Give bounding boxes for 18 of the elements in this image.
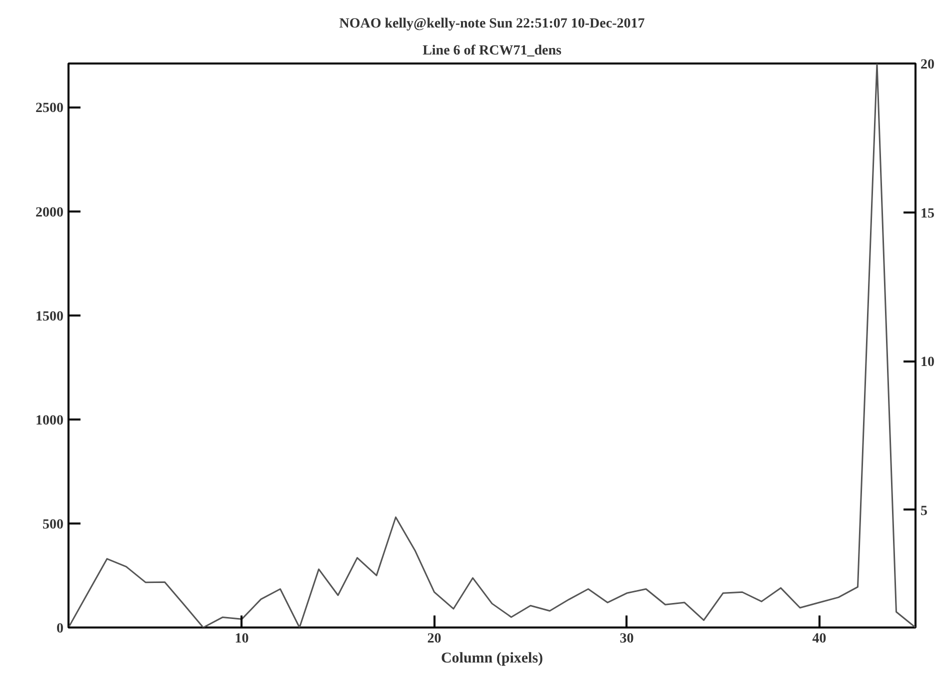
- y-tick-label: 0: [56, 622, 64, 636]
- x-axis-title: Column (pixels): [440, 650, 544, 666]
- y-tick-label: 2500: [36, 101, 64, 116]
- y-tick-label: 1000: [36, 413, 64, 428]
- line-series: [68, 64, 916, 628]
- y-tick-label: 2000: [36, 205, 64, 220]
- y2-tick-label: 20: [920, 58, 934, 72]
- y2-tick-label: 15: [920, 206, 934, 222]
- x-tick-label: 20: [427, 632, 442, 646]
- y-tick-label: 1500: [36, 309, 64, 324]
- chart-title: NOAO kelly@kelly-note Sun 22:51:07 10-Dec-2017: [339, 16, 645, 32]
- chart-subtitle: Line 6 of RCW71_dens: [422, 44, 562, 58]
- x-tick-label: 40: [812, 632, 826, 646]
- x-tick-label: 10: [234, 632, 249, 646]
- y-tick-label: 500: [42, 517, 64, 532]
- y2-tick-label: 10: [920, 355, 934, 370]
- y2-tick-label: 5: [920, 504, 928, 519]
- x-tick-label: 30: [620, 632, 634, 646]
